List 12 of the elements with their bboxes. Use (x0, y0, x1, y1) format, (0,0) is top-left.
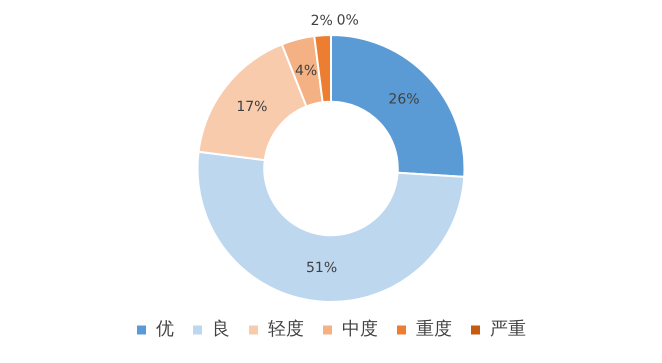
legend-label: 严重 (490, 318, 526, 340)
data-label: 4% (294, 63, 318, 80)
text: 0% (336, 12, 359, 29)
legend-label: 良 (212, 318, 230, 340)
legend-label: 中度 (342, 318, 378, 340)
data-label: 17% (236, 98, 268, 115)
legend-label: 轻度 (268, 318, 304, 340)
data-label: 51% (306, 260, 338, 276)
legend-label: 重度 (416, 318, 452, 340)
legend-label: 优 (156, 318, 174, 340)
data-label: 2% (310, 12, 333, 29)
data-label: 26% (388, 92, 420, 108)
